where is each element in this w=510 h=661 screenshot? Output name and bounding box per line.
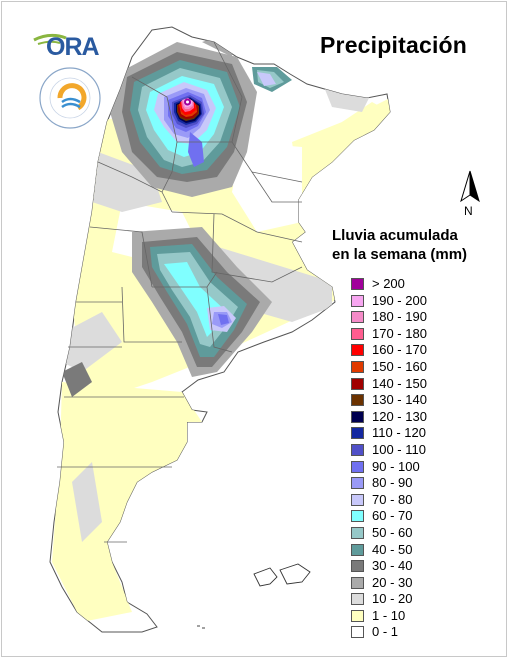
- north-label: N: [464, 204, 473, 218]
- legend-label: > 200: [372, 276, 405, 291]
- legend-swatch: [351, 294, 364, 307]
- legend-swatch: [351, 576, 364, 589]
- legend-label: 100 - 110: [372, 441, 426, 457]
- islands: [253, 563, 311, 587]
- legend-label: 160 - 170: [372, 342, 427, 358]
- legend-label: 180 - 190: [372, 309, 427, 325]
- legend-label: 30 - 40: [372, 558, 413, 574]
- legend-swatch: [351, 311, 364, 324]
- legend-label: 90 - 100: [372, 458, 420, 474]
- legend-label: 0 - 1: [372, 624, 399, 640]
- legend-swatch: [351, 626, 364, 639]
- legend-label: 10 - 20: [372, 591, 413, 607]
- legend-label: 120 - 130: [372, 408, 427, 424]
- legend-label: 50 - 60: [372, 524, 413, 540]
- legend-label: 130 - 140: [372, 392, 427, 408]
- legend-label: 40 - 50: [372, 541, 413, 557]
- ora-logo: [33, 33, 67, 45]
- island-south-marks: [197, 625, 205, 629]
- province-boundaries: [57, 41, 303, 543]
- legend-swatch: [351, 543, 364, 556]
- legend-swatch: [351, 443, 364, 456]
- legend-swatch: [351, 360, 364, 373]
- legend-title: Lluvia acumulada en la semana (mm): [332, 226, 467, 264]
- legend-label: 60 - 70: [372, 508, 413, 524]
- legend-swatch: [351, 477, 364, 490]
- legend-swatch: [351, 427, 364, 440]
- legend-swatch: [351, 377, 364, 390]
- legend-label: 110 - 120: [372, 425, 426, 441]
- legend-swatch: [351, 526, 364, 539]
- legend-swatch: [351, 560, 364, 573]
- ora-logo-text: ORA: [46, 33, 100, 61]
- legend-swatch: [351, 609, 364, 622]
- legend-title-line1: Lluvia acumulada: [332, 227, 458, 244]
- legend-swatch: [351, 394, 364, 407]
- legend-swatch: [351, 510, 364, 523]
- north-arrow-icon: [460, 170, 480, 203]
- legend-label: 70 - 80: [372, 491, 413, 507]
- legend-label: 140 - 150: [372, 375, 427, 391]
- legend-label: 170 - 180: [372, 325, 427, 341]
- legend-label: 190 - 200: [372, 292, 427, 308]
- legend-label: 150 - 160: [372, 358, 427, 374]
- legend-swatch: [351, 327, 364, 340]
- legend-swatch: [351, 460, 364, 473]
- legend-swatch: [351, 493, 364, 506]
- legend-label: 20 - 30: [372, 574, 413, 590]
- legend-label: 1 - 10: [372, 607, 406, 623]
- legend-swatch: [351, 278, 364, 290]
- rainfall-fields: [52, 32, 390, 622]
- map-title: Precipitación: [320, 32, 468, 58]
- legend-label: 80 - 90: [372, 475, 413, 491]
- legend-title-line2: en la semana (mm): [332, 246, 468, 263]
- ministry-seal-icon: [39, 67, 101, 129]
- legend-swatch: [351, 344, 364, 357]
- legend-swatch: [351, 410, 364, 423]
- legend-swatch: [351, 593, 364, 606]
